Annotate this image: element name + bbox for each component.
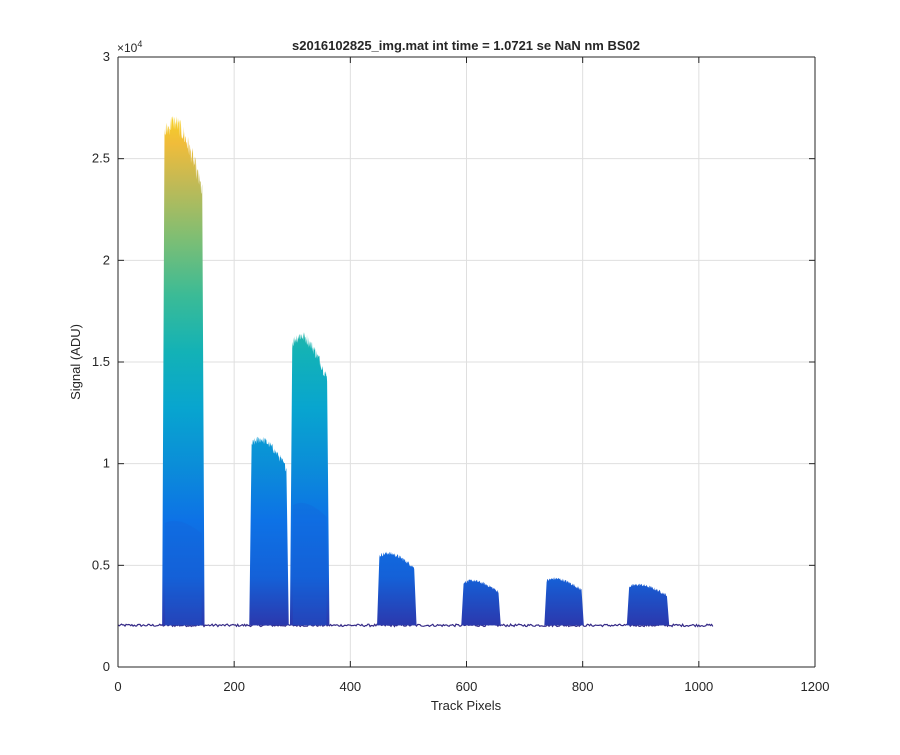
y-tick-label: 1.5 [92, 354, 110, 369]
y-exponent-base: ×10 [117, 41, 138, 55]
chart-title: s2016102825_img.mat int time = 1.0721 se… [292, 38, 640, 53]
peak-1-inner-step [165, 520, 202, 626]
y-tick-label: 0 [103, 659, 110, 674]
peak-2 [249, 436, 289, 626]
y-tick-label: 3 [103, 49, 110, 64]
signal-series [117, 115, 714, 628]
y-tick-labels: 0 0.5 1 1.5 2 2.5 3 [92, 49, 110, 674]
y-axis-label: Signal (ADU) [68, 324, 83, 400]
y-exponent-power: 4 [137, 39, 142, 49]
y-exponent-label: ×104 [117, 39, 142, 55]
peak-7 [626, 583, 670, 626]
x-axis-label: Track Pixels [431, 698, 502, 713]
y-tick-label: 1 [103, 456, 110, 471]
x-tick-labels: 0 200 400 600 800 1000 1200 [114, 679, 829, 694]
y-tick-label: 0.5 [92, 557, 110, 572]
x-tick-label: 1200 [801, 679, 830, 694]
peak-6 [544, 577, 584, 626]
x-tick-label: 200 [223, 679, 245, 694]
peak-5 [461, 579, 501, 626]
axes [117, 56, 816, 668]
x-tick-label: 400 [339, 679, 361, 694]
peak-3 [289, 332, 330, 626]
peak-4 [377, 551, 417, 626]
x-tick-label: 800 [572, 679, 594, 694]
x-tick-label: 600 [456, 679, 478, 694]
x-tick-label: 0 [114, 679, 121, 694]
grid [118, 57, 815, 667]
y-tick-label: 2 [103, 252, 110, 267]
peak-3-inner-step [292, 502, 327, 626]
peak-1 [162, 115, 205, 626]
y-tick-label: 2.5 [92, 151, 110, 166]
x-tick-label: 1000 [684, 679, 713, 694]
